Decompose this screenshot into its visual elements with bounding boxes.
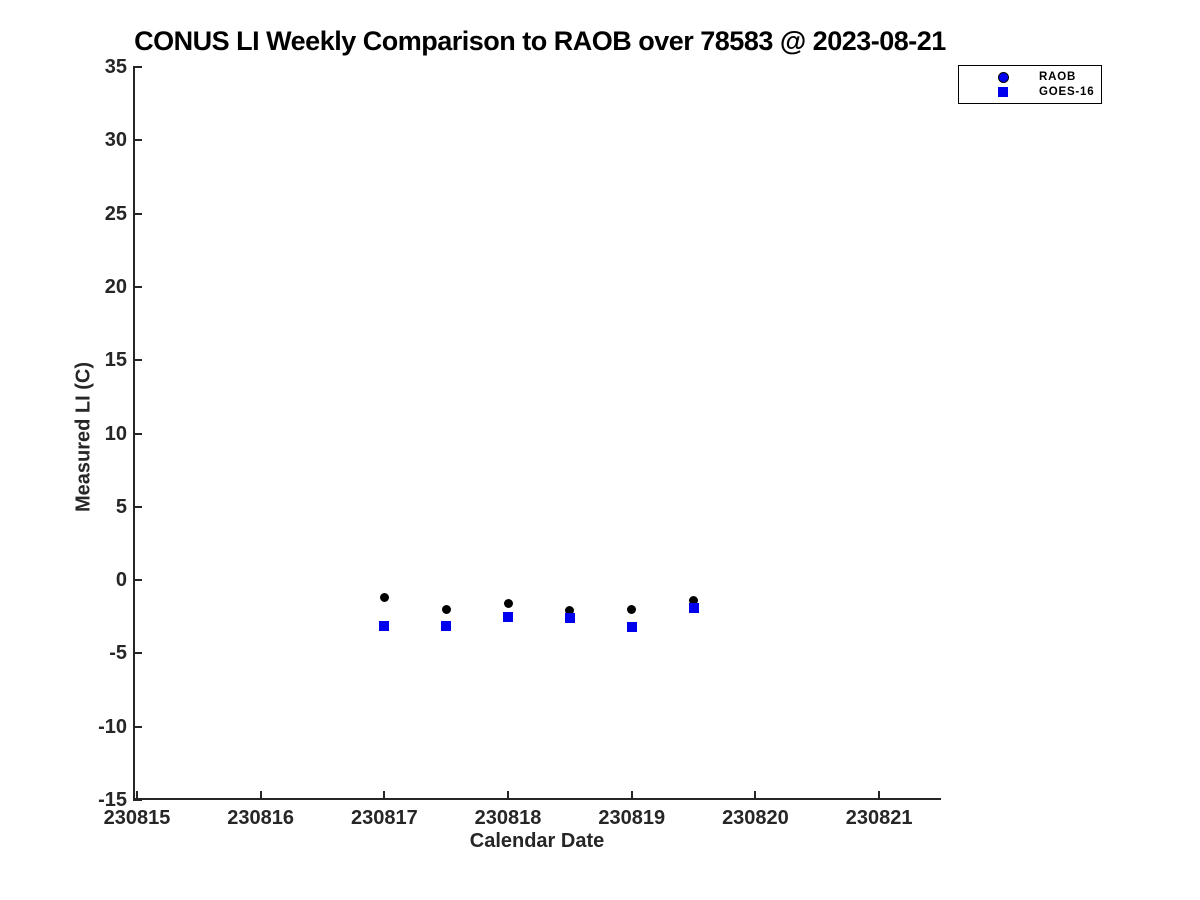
y-tick [133, 359, 142, 362]
y-axis-label: Measured LI (C) [72, 361, 95, 513]
x-tick [754, 791, 757, 800]
legend: RAOB GOES-16 [958, 65, 1102, 104]
y-tick [133, 799, 142, 801]
x-tick-label: 230819 [598, 807, 666, 829]
x-tick-label: 230817 [350, 807, 418, 829]
y-tick [133, 579, 142, 582]
x-tick-label: 230816 [227, 807, 295, 829]
x-tick [878, 791, 881, 800]
legend-entry-goes-16: GOES-16 [959, 85, 1101, 100]
y-tick [133, 285, 142, 288]
x-tick-label: 230818 [474, 807, 542, 829]
y-tick-label: 0 [115, 569, 127, 592]
chart-title: CONUS LI Weekly Comparison to RAOB over … [134, 26, 946, 56]
data-point-goes-16 [503, 611, 514, 622]
y-tick-label: 5 [115, 495, 127, 518]
y-tick [133, 139, 142, 142]
legend-label-goes-16: GOES-16 [1039, 86, 1095, 98]
y-tick-label: 10 [104, 422, 127, 445]
y-tick-label: -10 [98, 715, 127, 738]
plot-area [133, 67, 941, 800]
x-tick-label: 230820 [722, 807, 789, 829]
x-tick [383, 791, 386, 800]
data-point-goes-16 [688, 602, 699, 613]
y-tick [133, 652, 142, 655]
data-point-raob [565, 606, 575, 616]
y-tick-label: 35 [104, 56, 127, 78]
y-tick [133, 432, 142, 435]
y-tick [133, 725, 142, 728]
data-point-raob [379, 593, 389, 603]
data-point-goes-16 [626, 622, 637, 632]
x-tick [135, 791, 138, 800]
x-tick [630, 791, 633, 800]
y-tick-label: 25 [104, 202, 127, 225]
y-tick-label: 15 [104, 349, 127, 372]
legend-label-raob: RAOB [1039, 71, 1077, 83]
y-tick [133, 66, 142, 68]
y-tick-label: -15 [98, 789, 127, 811]
x-tick-label: 230815 [103, 807, 171, 829]
data-point-goes-16 [379, 620, 390, 631]
legend-raob-circle-icon [997, 71, 1009, 83]
data-point-raob [503, 599, 513, 609]
y-tick-label: 20 [104, 275, 127, 298]
legend-goes-16-square-icon [998, 87, 1008, 97]
legend-entry-raob: RAOB [959, 70, 1101, 85]
y-tick [133, 212, 142, 215]
data-point-raob [441, 604, 451, 614]
data-point-goes-16 [441, 620, 452, 631]
x-tick-label: 230821 [845, 807, 913, 829]
legend-marker-wrap [996, 87, 1010, 97]
data-point-raob [689, 596, 699, 606]
y-tick-label: 30 [104, 129, 127, 152]
y-tick [133, 505, 142, 508]
x-tick [507, 791, 510, 800]
legend-marker-wrap [996, 71, 1010, 83]
x-tick [259, 791, 262, 800]
data-point-goes-16 [564, 613, 575, 624]
y-tick-label: -5 [109, 642, 127, 665]
data-point-raob [627, 604, 637, 614]
x-axis-label: Calendar Date [469, 830, 605, 852]
